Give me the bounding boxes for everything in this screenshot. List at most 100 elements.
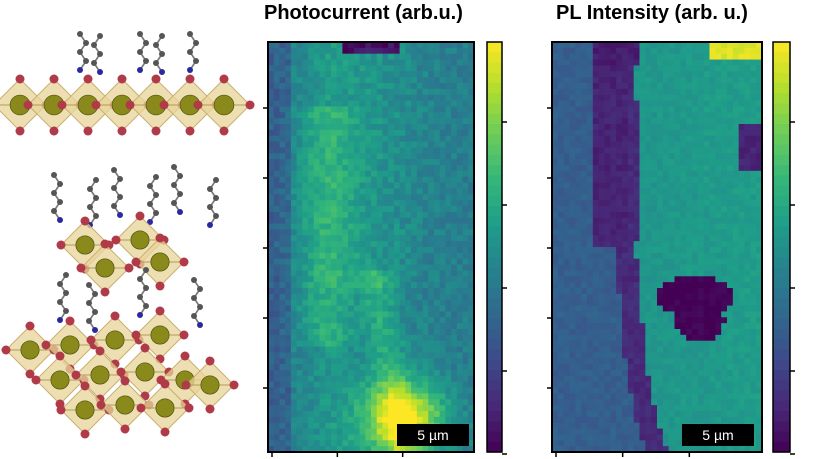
octahedron: [125, 74, 187, 136]
pl-colorbar-step: [773, 72, 790, 84]
carbon-atom: [86, 300, 92, 306]
octahedron: [56, 381, 114, 439]
halide-atom: [71, 370, 81, 380]
pl-colorbar-step: [773, 288, 790, 299]
photocurrent-colorbar-step: [487, 431, 502, 443]
carbon-atom: [92, 291, 98, 297]
carbon-atom: [171, 164, 177, 170]
photocurrent-colorbar-step: [487, 339, 502, 351]
pl-colorbar-step: [773, 62, 790, 74]
carbon-atom: [137, 294, 143, 300]
pl-colorbar-step: [773, 308, 790, 320]
carbon-atom: [57, 281, 63, 287]
metal-atom: [155, 398, 175, 418]
carbon-atom: [207, 186, 213, 192]
photocurrent-colorbar-step: [487, 390, 502, 402]
pl-colorbar-step: [773, 421, 790, 433]
halide-atom: [15, 74, 25, 84]
halide-atom: [117, 126, 127, 136]
metal-atom: [200, 375, 220, 395]
carbon-atom: [197, 304, 203, 310]
pl-colorbar-step: [773, 83, 790, 94]
pl-colorbar-step: [773, 257, 790, 269]
photocurrent-colorbar-step: [487, 103, 502, 115]
nitrogen-atom: [57, 217, 63, 223]
carbon-atom: [153, 42, 159, 48]
halide-atom: [125, 100, 135, 110]
pl-colorbar-step: [773, 318, 790, 330]
carbon-atom: [57, 181, 63, 187]
halide-atom: [135, 211, 145, 221]
pl-colorbar-step: [773, 52, 790, 64]
pl-colorbar-step: [773, 370, 790, 381]
pl-colorbar-step: [773, 185, 790, 197]
nitrogen-atom: [207, 222, 213, 228]
photocurrent-colorbar-step: [487, 257, 502, 269]
pl-colorbar-step: [773, 93, 790, 105]
photocurrent-colorbar-step: [487, 277, 502, 289]
octahedron: [181, 356, 239, 414]
halide-atom: [155, 233, 165, 243]
carbon-atom: [83, 58, 89, 64]
halide-atom: [49, 126, 59, 136]
photocurrent-colorbar-frame: [486, 41, 503, 453]
carbon-atom: [137, 276, 143, 282]
octahedron: [31, 351, 89, 409]
halide-atom: [25, 369, 35, 379]
photocurrent-colorbar-step: [487, 298, 502, 310]
nitrogen-atom: [197, 322, 203, 328]
carbon-atom: [213, 213, 219, 219]
pl-colorbar-frame: [772, 41, 791, 453]
carbon-atom: [77, 31, 83, 37]
halide-atom: [1, 345, 11, 355]
carbon-atom: [153, 60, 159, 66]
metal-atom: [115, 395, 135, 415]
nitrogen-atom: [147, 219, 153, 225]
carbon-atom: [143, 58, 149, 64]
carbon-atom: [191, 313, 197, 319]
halide-atom: [160, 379, 170, 389]
halide-atom: [83, 74, 93, 84]
carbon-atom: [153, 174, 159, 180]
photocurrent-colorbar-step: [487, 400, 502, 412]
pl-colorbar-step: [773, 349, 790, 361]
halide-atom: [55, 351, 65, 361]
photocurrent-colorbar-step: [487, 62, 502, 74]
carbon-atom: [171, 200, 177, 206]
pl-colorbar-step: [773, 441, 790, 453]
halide-atom: [131, 257, 141, 267]
nitrogen-atom: [57, 317, 63, 323]
photocurrent-colorbar-step: [487, 236, 502, 248]
photocurrent-colorbar-step: [487, 441, 502, 453]
pl-colorbar-step: [773, 124, 790, 135]
carbon-atom: [191, 277, 197, 283]
carbon-atom: [93, 177, 99, 183]
halide-atom: [41, 340, 51, 350]
octahedron: [76, 239, 134, 297]
pl-colorbar-step: [773, 380, 790, 392]
photocurrent-colorbar-step: [487, 165, 502, 176]
octahedron: [96, 376, 154, 434]
halide-atom: [111, 235, 121, 245]
pl-colorbar-step: [773, 103, 790, 115]
halide-atom: [179, 330, 189, 340]
nitrogen-atom: [97, 69, 103, 75]
halide-atom: [86, 335, 96, 345]
halide-atom: [100, 287, 110, 297]
carbon-atom: [91, 42, 97, 48]
pl-colorbar-step: [773, 165, 790, 176]
carbon-atom: [159, 33, 165, 39]
pl-colorbar-step: [773, 411, 790, 422]
nitrogen-atom: [137, 67, 143, 73]
metal-atom: [50, 370, 70, 390]
halide-atom: [25, 321, 35, 331]
metal-atom: [95, 258, 115, 278]
carbon-atom: [143, 303, 149, 309]
nitrogen-atom: [159, 69, 165, 75]
metal-atom: [75, 400, 95, 420]
pl-colorbar-step: [773, 206, 790, 217]
nitrogen-atom: [187, 67, 193, 73]
carbon-atom: [187, 49, 193, 55]
photocurrent-colorbar-step: [487, 359, 502, 371]
metal-atom: [135, 362, 155, 382]
